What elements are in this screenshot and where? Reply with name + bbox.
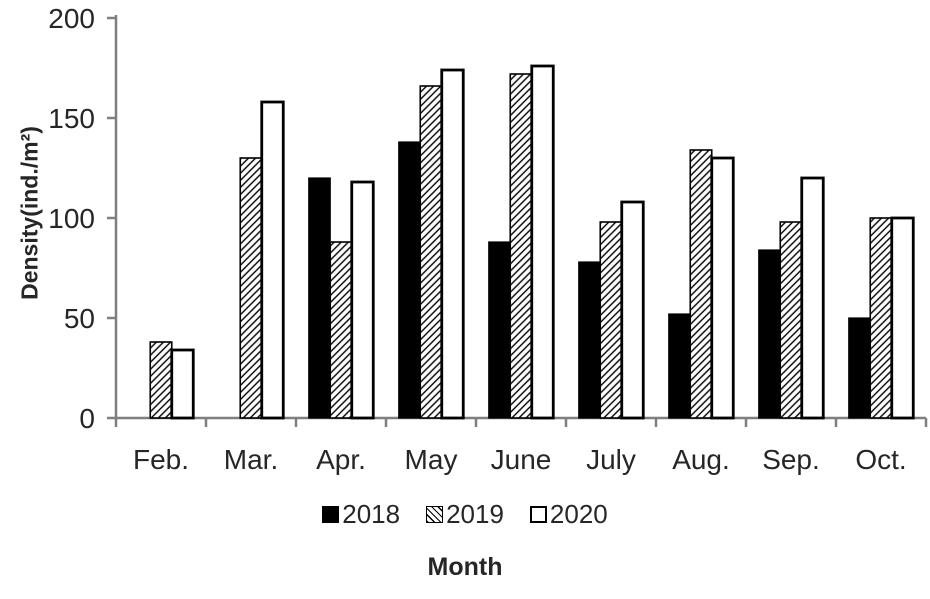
x-tick-label: Aug. [672, 444, 730, 475]
bar-2018-Oct [848, 317, 871, 419]
bar-2020-Apr [350, 180, 375, 420]
bar-2020-June [530, 64, 555, 420]
bar-2020-Mar [260, 100, 285, 420]
bar-chart-canvas: 0 50 100 150 200 Feb. Mar. Apr. May June July Aug. S… [48, 3, 928, 475]
y-tick-label: 0 [79, 403, 95, 434]
axis-labels: 0 50 100 150 200 Feb. Mar. Apr. May June July Aug. S… [48, 3, 906, 475]
bar-2019-Oct [869, 217, 893, 419]
x-tick-label: May [405, 444, 458, 475]
legend-marker-hatched-square-icon [426, 505, 444, 523]
bar-2018-Sep [758, 249, 781, 419]
legend-label-2018: 2018 [342, 499, 401, 529]
bar-2019-Sep [779, 221, 803, 419]
y-tick-label: 200 [48, 3, 95, 34]
bars [149, 64, 915, 420]
bar-2020-July [620, 200, 645, 420]
x-tick-label: Feb. [133, 444, 189, 475]
bar-2020-Aug [710, 156, 735, 420]
y-tick-label: 150 [48, 103, 95, 134]
bar-2019-June [509, 73, 533, 419]
bar-2019-Aug [689, 149, 713, 419]
x-tick-label: June [491, 444, 552, 475]
legend-item-2019: 2019 [426, 501, 504, 527]
bar-2020-Sep [800, 176, 825, 420]
x-tick-label: Oct. [855, 444, 906, 475]
bar-2020-Feb [170, 348, 195, 420]
bar-2019-Apr [329, 241, 353, 419]
bar-2019-Mar [239, 157, 263, 419]
y-tick-label: 50 [64, 303, 95, 334]
bar-2018-July [578, 261, 601, 419]
bar-2018-Aug [668, 313, 691, 419]
bar-2019-Feb [149, 341, 173, 419]
bar-2019-July [599, 221, 623, 419]
bar-2018-Apr [308, 177, 331, 419]
bar-2018-June [488, 241, 511, 419]
y-axis-title: Density(ind./m²) [16, 126, 43, 300]
x-tick-label: Sep. [762, 444, 820, 475]
legend-label-2019: 2019 [446, 499, 504, 529]
legend-label-2020: 2020 [549, 499, 608, 529]
legend-item-2018: 2018 [322, 501, 400, 527]
x-tick-label: Apr. [316, 444, 366, 475]
x-axis-title: Month [427, 553, 503, 581]
bar-2019-May [419, 85, 443, 419]
legend: 2018 2019 2020 [0, 501, 930, 527]
x-tick-label: July [586, 444, 636, 475]
legend-item-2020: 2020 [529, 499, 608, 529]
x-tick-label: Mar. [224, 444, 278, 475]
bar-2018-May [398, 141, 421, 419]
y-tick-label: 100 [48, 203, 95, 234]
bar-2020-May [440, 68, 465, 420]
legend-marker-solid-square-icon [322, 505, 340, 523]
legend-marker-open-square-icon [529, 505, 547, 523]
bar-2020-Oct [890, 216, 915, 420]
